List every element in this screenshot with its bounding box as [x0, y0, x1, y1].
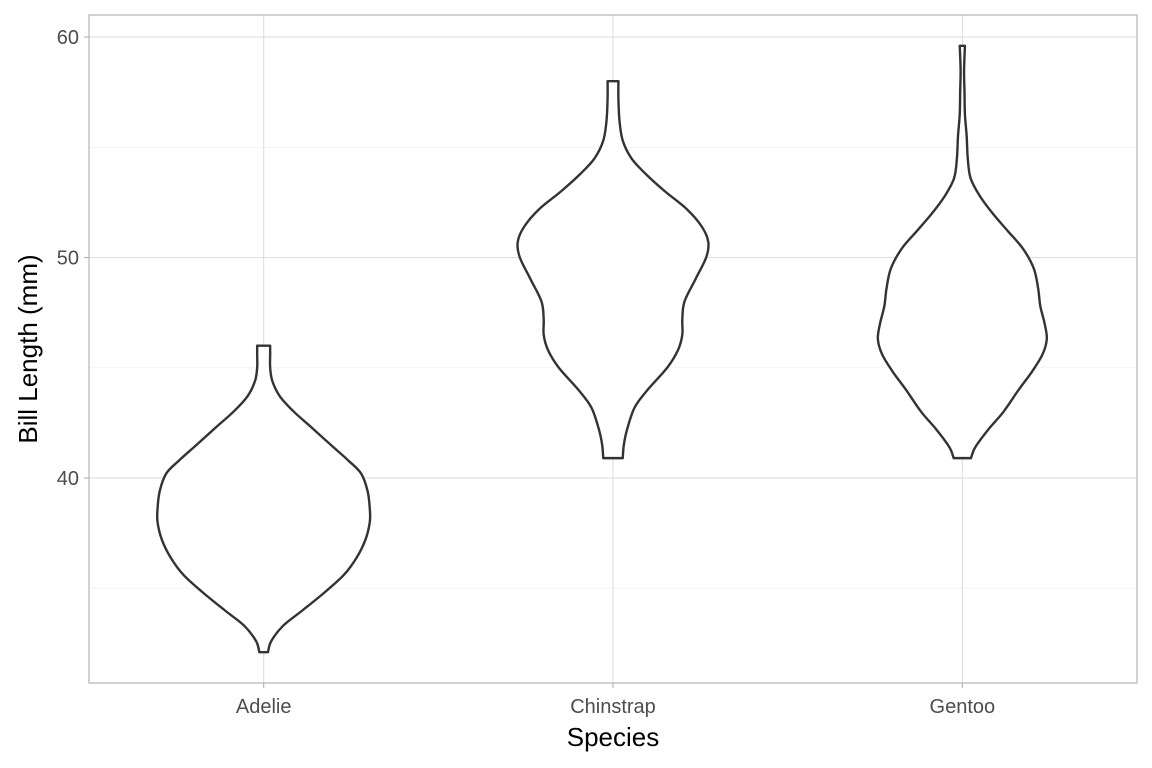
- x-axis-title: Species: [567, 722, 660, 752]
- violin-gentoo: [876, 44, 1049, 460]
- y-tick-label-0: 40: [57, 468, 79, 490]
- violin-adelie: [155, 344, 372, 654]
- x-tick-label-1: Chinstrap: [570, 696, 656, 718]
- x-tick-label-0: Adelie: [236, 696, 292, 718]
- x-axis: Adelie Chinstrap Gentoo: [236, 683, 995, 718]
- violin-layer: [155, 44, 1049, 654]
- violin-chinstrap: [516, 79, 710, 460]
- y-axis-title: Bill Length (mm): [13, 254, 43, 443]
- y-axis: 40 50 60: [57, 27, 89, 490]
- x-tick-label-2: Gentoo: [930, 696, 996, 718]
- y-tick-label-1: 50: [57, 248, 79, 270]
- y-tick-label-2: 60: [57, 27, 79, 49]
